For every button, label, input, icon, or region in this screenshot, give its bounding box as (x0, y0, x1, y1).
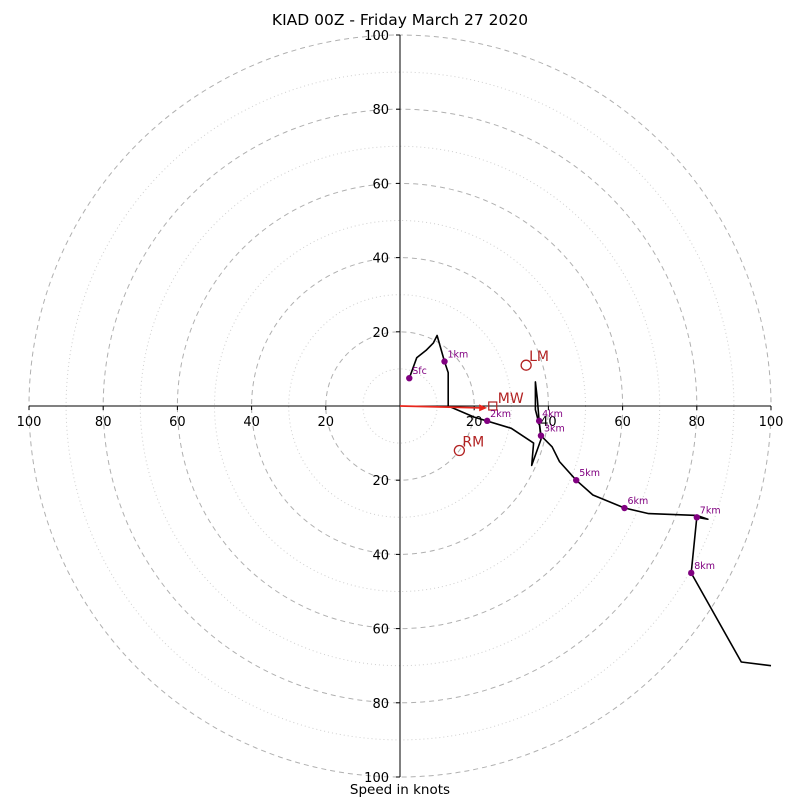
tick-label-left: 60 (169, 415, 186, 430)
height-marker-5km (573, 477, 580, 484)
tick-label-up: 100 (364, 29, 389, 44)
storm-motion-marker-rm (453, 444, 466, 457)
tick-label-down: 20 (372, 474, 389, 489)
tick-label-up: 80 (372, 103, 389, 118)
tick-label-up: 20 (372, 326, 389, 341)
x-axis-label: Speed in knots (349, 782, 451, 798)
tick-label-up: 60 (372, 177, 389, 192)
tick-label-left: 80 (95, 415, 112, 430)
tick-label-right: 60 (614, 415, 631, 430)
storm-motion-marker-mw (488, 401, 498, 411)
tick-label-right: 40 (540, 415, 557, 430)
height-marker-8km (688, 569, 695, 577)
tick-label-left: 100 (17, 415, 42, 430)
chart-title: KIAD 00Z - Friday March 27 2020 (271, 11, 529, 29)
tick-label-left: 20 (318, 415, 335, 430)
height-marker-1km (441, 358, 448, 365)
height-marker-4km (535, 417, 543, 425)
shear-arrow-shaft (399, 405, 482, 409)
tick-label-left: 40 (243, 415, 260, 430)
height-label-4km: 4km (542, 409, 563, 420)
tick-label-right: 100 (759, 415, 784, 430)
height-marker-3km (537, 432, 545, 439)
height-marker-2km (483, 417, 491, 425)
hodograph-trace-group (408, 334, 772, 667)
height-marker-sfc (406, 374, 413, 382)
height-label-sfc: Sfc (412, 366, 427, 377)
height-label-3km: 3km (544, 424, 565, 435)
height-marker-6km (621, 504, 628, 512)
height-label-6km: 6km (627, 496, 648, 507)
storm-motion-label-mw: MW (498, 391, 524, 407)
height-label-7km: 7km (700, 505, 721, 516)
tick-label-right: 80 (689, 415, 706, 430)
shear-arrow-head (479, 404, 488, 412)
storm-motion-label-lm: LM (529, 349, 549, 365)
tick-label-down: 40 (372, 548, 389, 563)
storm-motion-group: LM RM MW (453, 349, 549, 457)
height-label-2km: 2km (490, 409, 511, 420)
tick-label-down: 60 (372, 623, 389, 638)
height-marker-7km (693, 514, 700, 521)
tick-label-up: 40 (372, 252, 389, 267)
height-markers-group: Sfc 1km 2km 4km 3km 5km 6km 7km 8km (406, 349, 721, 577)
hodograph-trace (408, 334, 772, 667)
height-label-5km: 5km (579, 468, 600, 479)
storm-motion-label-rm: RM (462, 435, 484, 451)
tick-label-down: 100 (364, 771, 389, 786)
height-label-8km: 8km (694, 561, 715, 572)
height-label-1km: 1km (448, 349, 469, 360)
tick-label-down: 80 (372, 697, 389, 712)
shear-arrow-group (399, 404, 488, 412)
storm-motion-marker-lm (520, 359, 532, 371)
